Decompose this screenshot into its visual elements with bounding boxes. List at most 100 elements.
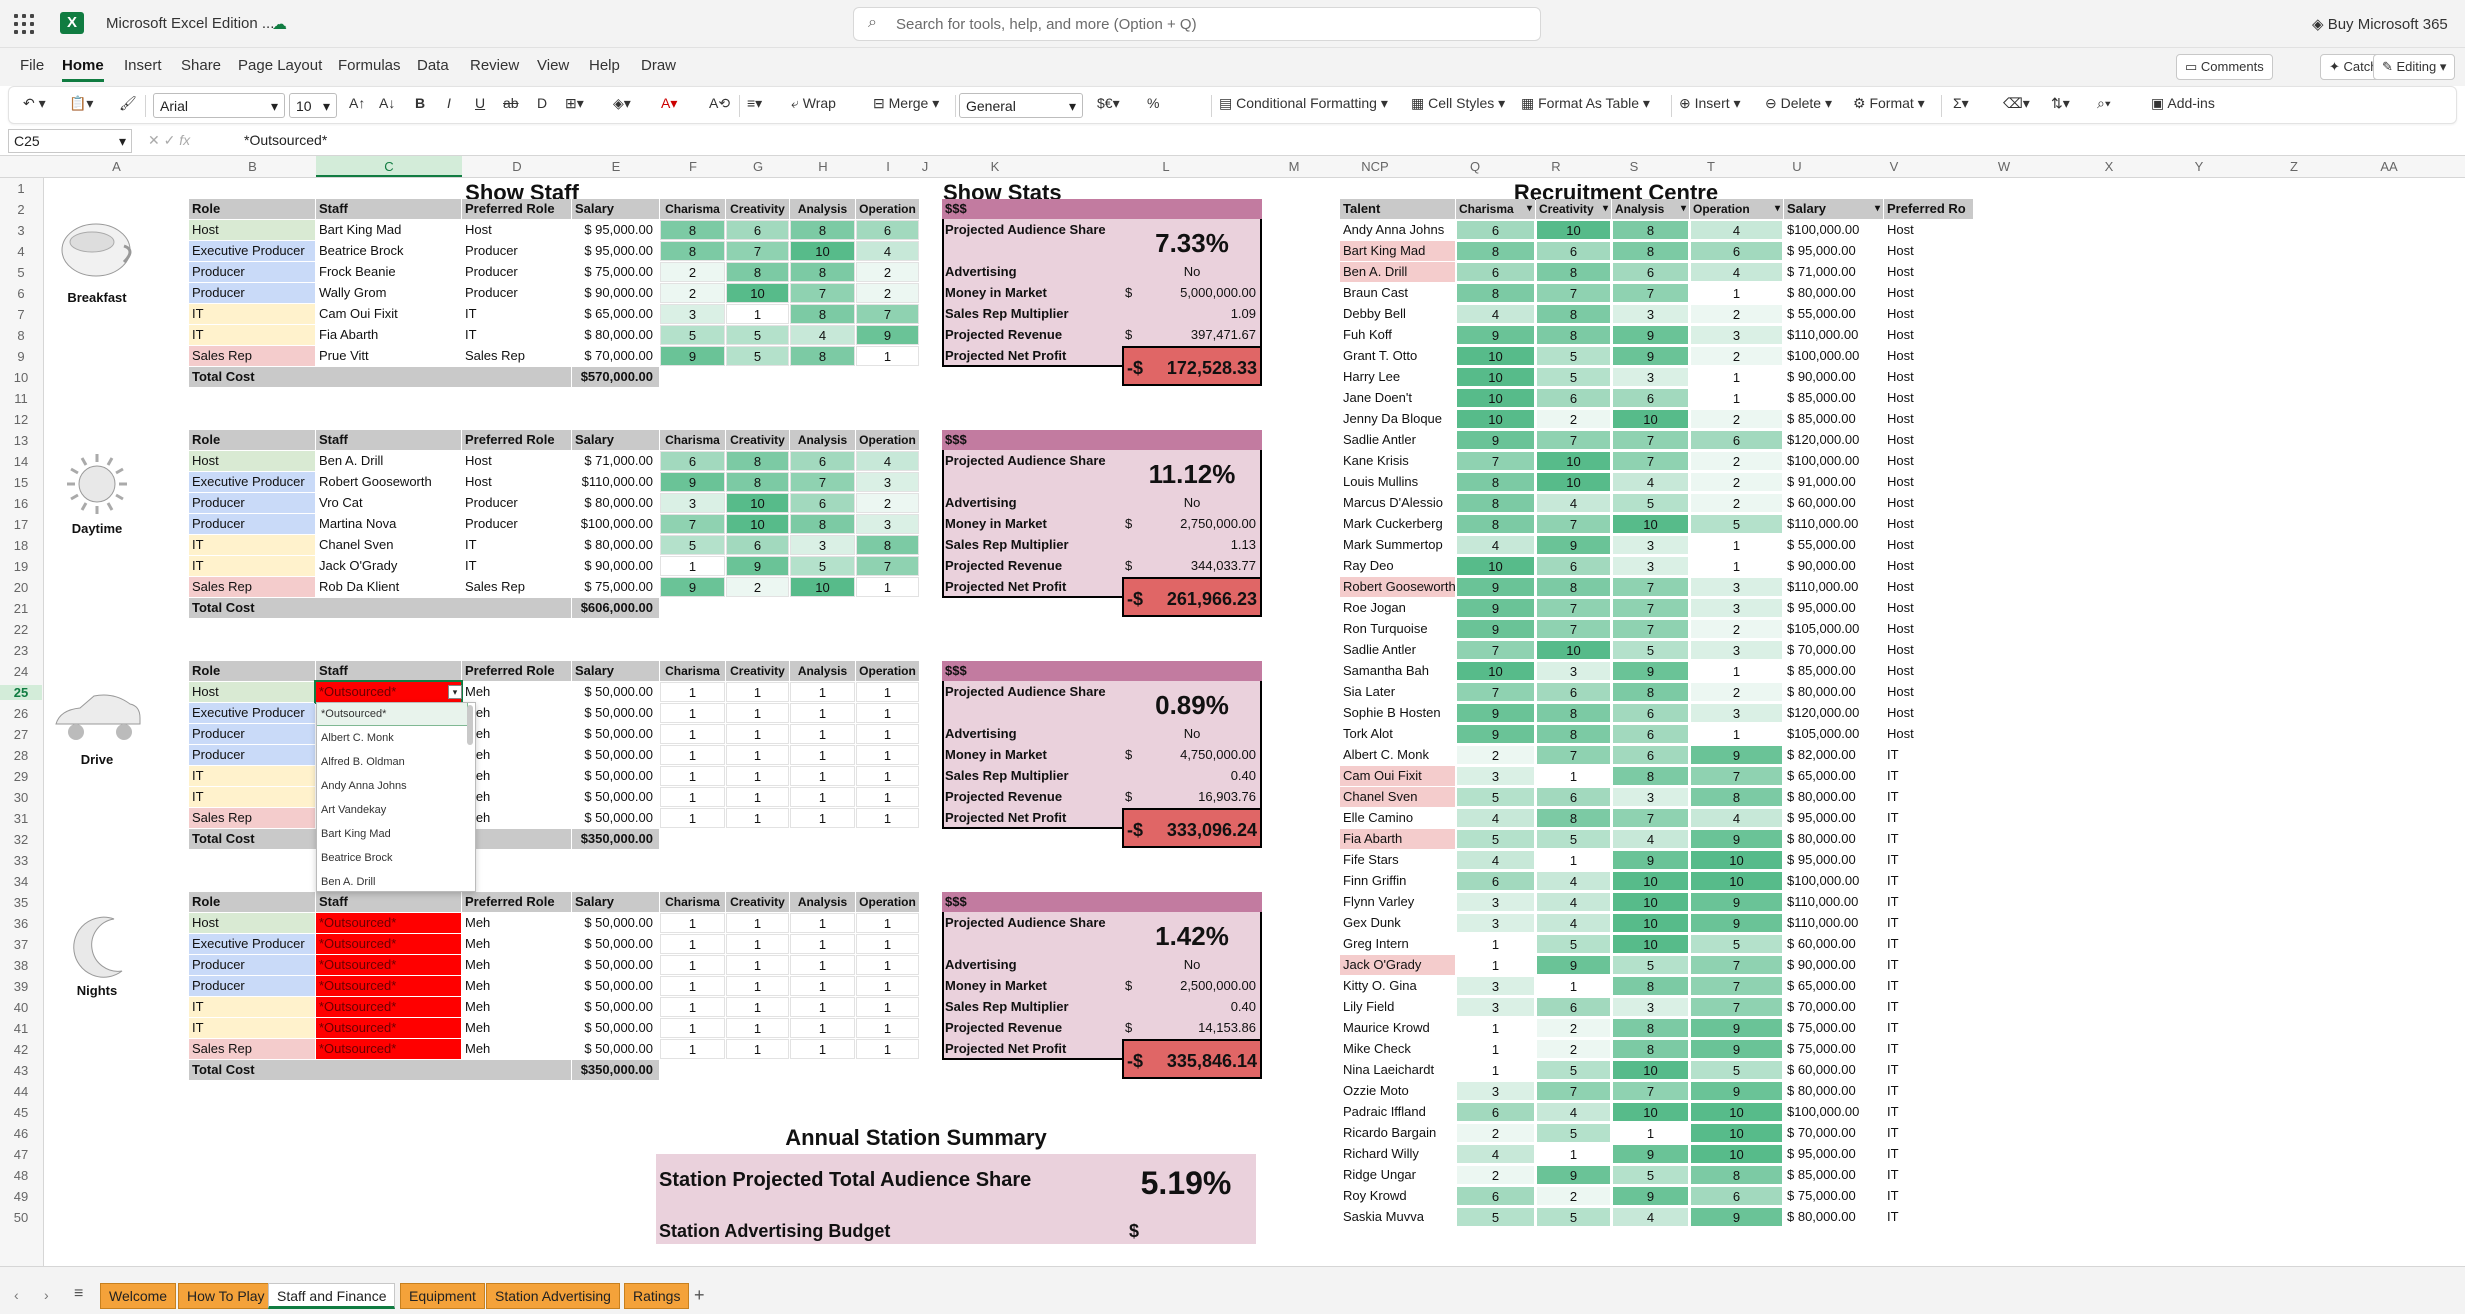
column-header[interactable]: E [611, 159, 621, 174]
talent-stat[interactable]: 5 [1612, 493, 1689, 513]
col-header-staff[interactable]: Staff [316, 199, 461, 219]
talent-stat[interactable]: 6 [1536, 997, 1611, 1017]
talent-name[interactable]: Richard Willy [1343, 1146, 1419, 1161]
preferred-role-cell[interactable]: Meh [465, 1041, 491, 1056]
staff-cell[interactable]: Chanel Sven [319, 537, 394, 552]
talent-stat[interactable]: 7 [1612, 451, 1689, 471]
editing-mode-button[interactable]: ✎ Editing ▾ [2373, 54, 2456, 80]
talent-preferred-role[interactable]: IT [1887, 873, 1899, 888]
buy-microsoft-365-link[interactable]: ◈ Buy Microsoft 365 [2312, 16, 2448, 33]
talent-preferred-role[interactable]: Host [1887, 663, 1914, 678]
role-cell[interactable]: Executive Producer [189, 472, 315, 492]
stat-cell[interactable]: 1 [660, 997, 725, 1017]
talent-stat[interactable]: 1 [1536, 1144, 1611, 1164]
projected-revenue-value[interactable]: 16,903.76 [1198, 789, 1256, 804]
preferred-role-cell[interactable]: IT [465, 537, 477, 552]
talent-stat[interactable]: 5 [1612, 640, 1689, 660]
talent-preferred-role[interactable]: Host [1887, 222, 1914, 237]
sales-rep-multiplier-value[interactable]: 0.40 [1230, 999, 1256, 1014]
talent-salary[interactable]: $ 91,000.00 [1787, 474, 1856, 489]
stat-cell[interactable]: 10 [790, 241, 855, 261]
stat-cell[interactable]: 1 [856, 703, 919, 723]
col-header-salary[interactable]: Salary [572, 661, 659, 681]
talent-stat[interactable]: 3 [1456, 1081, 1535, 1101]
stat-cell[interactable]: 6 [726, 220, 789, 240]
row-header[interactable]: 19 [13, 559, 29, 574]
preferred-role-cell[interactable]: IT [465, 327, 477, 342]
talent-stat[interactable]: 1 [1456, 1039, 1535, 1059]
talent-name[interactable]: Braun Cast [1343, 285, 1409, 300]
clear-format-icon[interactable]: A⟲ [709, 95, 731, 111]
talent-name[interactable]: Finn Griffin [1343, 873, 1407, 888]
talent-salary[interactable]: $ 75,000.00 [1787, 1188, 1856, 1203]
talent-stat[interactable]: 4 [1456, 850, 1535, 870]
station-advertising-budget-currency[interactable]: $ [1129, 1221, 1140, 1241]
sales-rep-multiplier-label[interactable]: Sales Rep Multiplier [945, 537, 1069, 552]
stat-cell[interactable]: 1 [726, 997, 789, 1017]
strikethrough-icon[interactable]: ab [503, 95, 519, 111]
talent-stat[interactable]: 6 [1612, 724, 1689, 744]
talent-salary[interactable]: $110,000.00 [1787, 894, 1859, 909]
talent-stat[interactable]: 8 [1536, 577, 1611, 597]
talent-salary[interactable]: $100,000.00 [1787, 873, 1860, 888]
cell-styles-button[interactable]: ▦ Cell Styles ▾ [1411, 95, 1506, 111]
talent-name[interactable]: Marcus D'Alessio [1343, 495, 1444, 510]
talent-name[interactable]: Mike Check [1343, 1041, 1411, 1056]
stat-cell[interactable]: 1 [726, 955, 789, 975]
row-header[interactable]: 4 [17, 244, 25, 259]
stat-cell[interactable]: 2 [726, 577, 789, 597]
talent-stat[interactable]: 4 [1612, 472, 1689, 492]
stat-cell[interactable]: 9 [726, 556, 789, 576]
projected-revenue-label[interactable]: Projected Revenue [945, 558, 1063, 573]
stat-cell[interactable]: 5 [726, 346, 789, 366]
talent-stat[interactable]: 6 [1456, 1102, 1535, 1122]
talent-preferred-role[interactable]: Host [1887, 348, 1914, 363]
preferred-role-cell[interactable]: Meh [465, 789, 491, 804]
row-header[interactable]: 39 [13, 979, 29, 994]
italic-icon[interactable]: I [447, 95, 451, 111]
find-icon[interactable]: ⌕▾ [2097, 95, 2111, 111]
net-profit-value[interactable]: -$ 261,966.23 [1122, 577, 1262, 617]
talent-name[interactable]: Ozzie Moto [1343, 1083, 1409, 1098]
salary-cell[interactable]: $ 95,000.00 [584, 222, 653, 237]
column-header[interactable]: J [921, 159, 929, 174]
column-header[interactable]: A [112, 159, 121, 174]
stat-cell[interactable]: 8 [790, 220, 855, 240]
talent-salary[interactable]: $ 75,000.00 [1787, 1020, 1856, 1035]
stat-cell[interactable]: 1 [790, 787, 855, 807]
talent-stat[interactable]: 10 [1612, 934, 1689, 954]
talent-stat[interactable]: 4 [1536, 913, 1611, 933]
column-header[interactable]: Y [2194, 159, 2204, 174]
autosum-icon[interactable]: Σ▾ [1953, 95, 1969, 111]
talent-stat[interactable]: 7 [1690, 976, 1783, 996]
talent-stat[interactable]: 9 [1690, 1039, 1783, 1059]
talent-stat[interactable]: 3 [1536, 661, 1611, 681]
net-profit-value[interactable]: -$ 335,846.14 [1122, 1039, 1262, 1079]
preferred-role-cell[interactable]: Producer [465, 264, 518, 279]
salary-cell[interactable]: $ 50,000.00 [584, 789, 653, 804]
talent-stat[interactable]: 3 [1690, 598, 1783, 618]
talent-stat[interactable]: 8 [1456, 472, 1535, 492]
col-header-preferred-role[interactable]: Preferred Role [462, 199, 571, 219]
talent-stat[interactable]: 2 [1456, 1123, 1535, 1143]
talent-stat[interactable]: 9 [1456, 619, 1535, 639]
talent-stat[interactable]: 5 [1536, 934, 1611, 954]
talent-salary[interactable]: $100,000.00 [1787, 222, 1860, 237]
staff-cell[interactable]: Cam Oui Fixit [319, 306, 398, 321]
talent-stat[interactable]: 6 [1690, 1186, 1783, 1206]
staff-cell[interactable]: Ben A. Drill [319, 453, 384, 468]
stat-cell[interactable]: 1 [790, 808, 855, 828]
talent-preferred-role[interactable]: Host [1887, 726, 1914, 741]
talent-preferred-role[interactable]: Host [1887, 453, 1914, 468]
recruit-header-operation[interactable]: Operation ▾ [1690, 199, 1783, 219]
col-header-role[interactable]: Role [189, 199, 315, 219]
stat-cell[interactable]: 6 [790, 451, 855, 471]
talent-preferred-role[interactable]: IT [1887, 1167, 1899, 1182]
sheet-tab[interactable]: How To Play [178, 1283, 274, 1309]
column-header[interactable]: I [886, 159, 890, 174]
sheet-tab[interactable]: Equipment [400, 1283, 485, 1309]
talent-preferred-role[interactable]: Host [1887, 243, 1914, 258]
number-style-icon[interactable]: % [1147, 95, 1160, 111]
talent-stat[interactable]: 10 [1690, 1102, 1783, 1122]
talent-stat[interactable]: 3 [1612, 367, 1689, 387]
